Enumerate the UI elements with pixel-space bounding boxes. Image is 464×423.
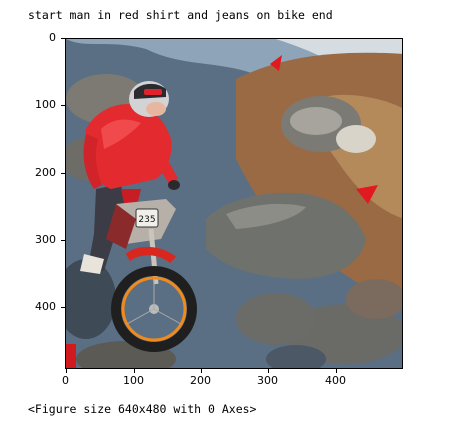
wet-stone	[266, 345, 326, 368]
lower-mid-rock	[236, 293, 316, 345]
red-flag-bottom	[66, 344, 76, 368]
number-plate	[135, 208, 159, 228]
number-plate-text: 235	[138, 215, 155, 225]
y-tick-mark	[61, 307, 65, 308]
y-tick-label: 100	[35, 98, 56, 111]
y-tick-label: 400	[35, 300, 56, 313]
x-tick-mark	[268, 369, 269, 373]
x-tick-label: 200	[190, 374, 211, 387]
x-tick-label: 0	[62, 374, 69, 387]
image-axes: 235	[65, 38, 403, 369]
rock-brown	[346, 279, 402, 319]
y-tick-label: 300	[35, 233, 56, 246]
front-tire	[111, 266, 197, 352]
y-tick-label: 200	[35, 166, 56, 179]
x-tick-mark	[134, 369, 135, 373]
x-tick-mark	[66, 369, 67, 373]
red-flag-top	[270, 55, 282, 71]
rider-face	[146, 102, 166, 116]
y-tick-mark	[61, 38, 65, 39]
x-tick-mark	[336, 369, 337, 373]
x-tick-label: 300	[257, 374, 278, 387]
y-tick-label: 0	[49, 31, 56, 44]
y-tick-mark	[61, 173, 65, 174]
shirt-highlight	[101, 119, 141, 149]
red-flag-right	[356, 185, 378, 204]
bank-rock-highlight	[290, 107, 342, 135]
left-rock-dark	[66, 259, 116, 339]
figure-size-output: <Figure size 640x480 with 0 Axes>	[28, 402, 257, 416]
image-caption: start man in red shirt and jeans on bike…	[28, 8, 333, 22]
x-tick-mark	[201, 369, 202, 373]
rider-arm-left	[83, 134, 102, 189]
front-rim	[121, 276, 187, 342]
white-rock	[336, 125, 376, 153]
rider-glove	[168, 180, 180, 190]
rider-boot	[80, 254, 104, 274]
x-tick-label: 100	[123, 374, 144, 387]
photo: 235	[66, 39, 402, 368]
large-rock-top	[226, 203, 306, 229]
goggles	[144, 89, 162, 95]
front-mudguard	[126, 246, 176, 263]
y-tick-mark	[61, 105, 65, 106]
bike-red-panel	[106, 204, 136, 249]
y-tick-mark	[61, 240, 65, 241]
x-tick-label: 400	[325, 374, 346, 387]
rider-arm-right	[144, 139, 178, 185]
